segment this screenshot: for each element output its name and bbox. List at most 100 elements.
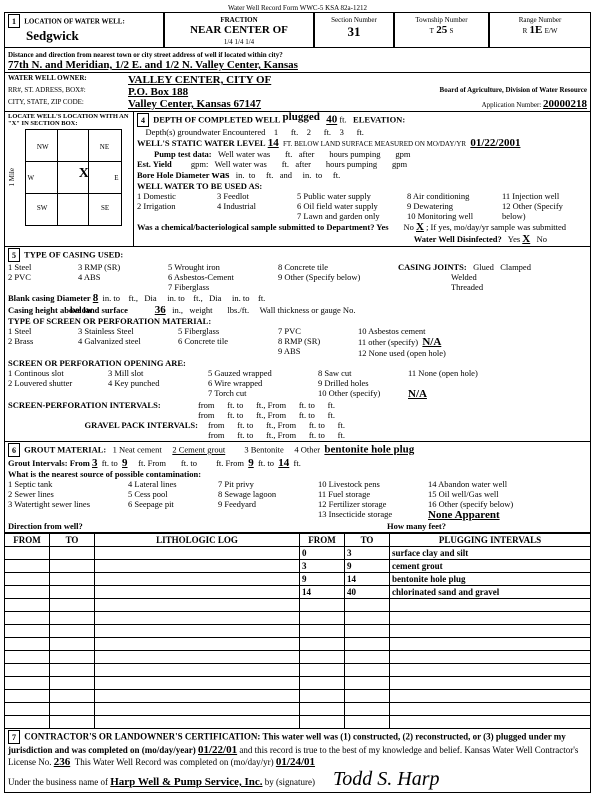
o8: 8 Saw cut [318, 368, 352, 378]
range-val: 1E [530, 24, 543, 36]
log-h5: TO [345, 534, 390, 547]
o1: 1 Continous slot [8, 368, 64, 378]
bl4: Dia [144, 293, 156, 303]
s9: 9 ABS [278, 346, 300, 356]
log-h2: TO [50, 534, 95, 547]
c2: 2 PVC [8, 272, 31, 282]
grid-w: W [28, 174, 35, 182]
cert-date1: 01/22/01 [198, 744, 237, 756]
log-row [5, 599, 591, 612]
n9: 9 Feedyard [218, 499, 256, 509]
disinf-yes: Yes [508, 234, 520, 244]
fraction-value: NEAR CENTER OF [190, 24, 288, 36]
spi-ft2: ft. [328, 410, 335, 420]
fraction-label: FRACTION [220, 16, 257, 24]
bl2: to [113, 293, 120, 303]
o4: 4 Key punched [108, 378, 159, 388]
gw2ft: ft. [324, 127, 331, 137]
township-num: 25 [436, 24, 447, 36]
gpi-ft2: ft. [338, 430, 345, 440]
o9: 9 Drilled holes [318, 378, 369, 388]
range-ew: E/W [545, 27, 558, 35]
giF2: ft. From [216, 458, 244, 468]
township-t: T [430, 27, 434, 35]
bft1: ft. [266, 170, 273, 180]
joints-label: CASING JOINTS: [398, 262, 467, 272]
section-1-num: 1 [8, 14, 20, 28]
static-date: 01/22/2001 [470, 137, 520, 149]
gito2: ft. to [181, 458, 197, 468]
gift: ft. [294, 458, 301, 468]
height-label: Casing height above land surface [8, 305, 128, 315]
s6: 6 Concrete tile [178, 336, 228, 346]
addr-label: RR#, ST. ADRESS, BOX#: [8, 86, 128, 98]
gpi-t1: ft. to [237, 420, 253, 430]
gw3ft: ft. [357, 127, 364, 137]
log-row: 0 3 surface clay and silt [5, 547, 591, 560]
gpi-f2: from [208, 430, 225, 440]
range-r: R [523, 27, 528, 35]
log-row [5, 664, 591, 677]
n5: 5 Cess pool [128, 489, 168, 499]
bore-hand: was [212, 169, 230, 181]
grid-e: E [114, 174, 118, 182]
township-label: Township Number [415, 16, 467, 24]
gito1: ft. to [102, 458, 118, 468]
log-row [5, 651, 591, 664]
g4: 4 Other [294, 445, 320, 455]
bft2: ft. [333, 170, 340, 180]
cert-date2: 01/24/01 [276, 756, 315, 768]
p1hp: hours pumping [329, 149, 380, 159]
header-row: 1 LOCATION OF WATER WELL: Sedgwick FRACT… [4, 12, 591, 48]
n11: 11 Fuel storage [318, 489, 370, 499]
board: Board of Agriculture, Division of Water … [328, 86, 587, 98]
bl1: in. [103, 293, 112, 303]
gpi-F1: ft., From [266, 420, 296, 430]
j2: Clamped [500, 262, 531, 272]
app-num: 20000218 [543, 98, 587, 110]
use-7: 7 Lawn and garden only [297, 211, 380, 221]
owner-name: VALLEY CENTER, CITY OF [128, 74, 587, 86]
spi-F1: ft., From [256, 400, 286, 410]
locbox-label: LOCATE WELL'S LOCATION WITH AN "X" IN SE… [8, 113, 130, 127]
section-5-num: 5 [8, 248, 20, 262]
g3: 3 Bentonite [244, 445, 283, 455]
c5: 5 Wrought iron [168, 262, 220, 272]
depth-over: plugged [283, 111, 320, 123]
bl5: in. [167, 293, 176, 303]
s11v: N/A [422, 336, 441, 348]
spi-t1: ft. to [227, 400, 243, 410]
section-4-num: 4 [137, 113, 149, 127]
gi2: 9 [122, 457, 128, 469]
bl3: ft. [129, 293, 136, 303]
bl7: ft. [193, 293, 200, 303]
depth-val: 40 [326, 114, 337, 126]
gi3: 9 [248, 457, 254, 469]
gpi-ft1: ft. [338, 420, 345, 430]
p1af: after [299, 149, 315, 159]
form-title: Water Well Record Form WWC-5 KSA 82a-121… [4, 4, 591, 12]
gpi-t4: ft. to [309, 430, 325, 440]
gw-label: Depth(s) groundwater Encountered [146, 127, 266, 137]
gw1: 1 [274, 127, 278, 137]
n12: 12 Fertilizer storage [318, 499, 386, 509]
bore-label: Bore Hole Diameter [137, 170, 210, 180]
o5: 5 Gauzed wrapped [208, 368, 272, 378]
o10v: N/A [408, 388, 427, 400]
dir-label: Direction from well? [8, 521, 387, 531]
p2g: gpm [392, 159, 407, 169]
j3: Welded [451, 272, 477, 282]
www1: Well water was [218, 149, 270, 159]
blank-label: Blank casing Diameter [8, 293, 91, 303]
c8: 8 Concrete tile [278, 262, 328, 272]
grid-se: SE [101, 204, 109, 212]
n15: 15 Oil well/Gas well [428, 489, 499, 499]
use-12: 12 Other (Specify below) [502, 201, 563, 221]
g1: 1 Neat cement [113, 445, 162, 455]
township-s: S [449, 27, 453, 35]
disinf-no: No [537, 234, 547, 244]
spi-t4: ft. to [299, 410, 315, 420]
howmany-label: How many feet? [387, 521, 587, 531]
gw3: 3 [340, 127, 344, 137]
cert-biz: Harp Well & Pump Service, Inc. [110, 776, 262, 788]
